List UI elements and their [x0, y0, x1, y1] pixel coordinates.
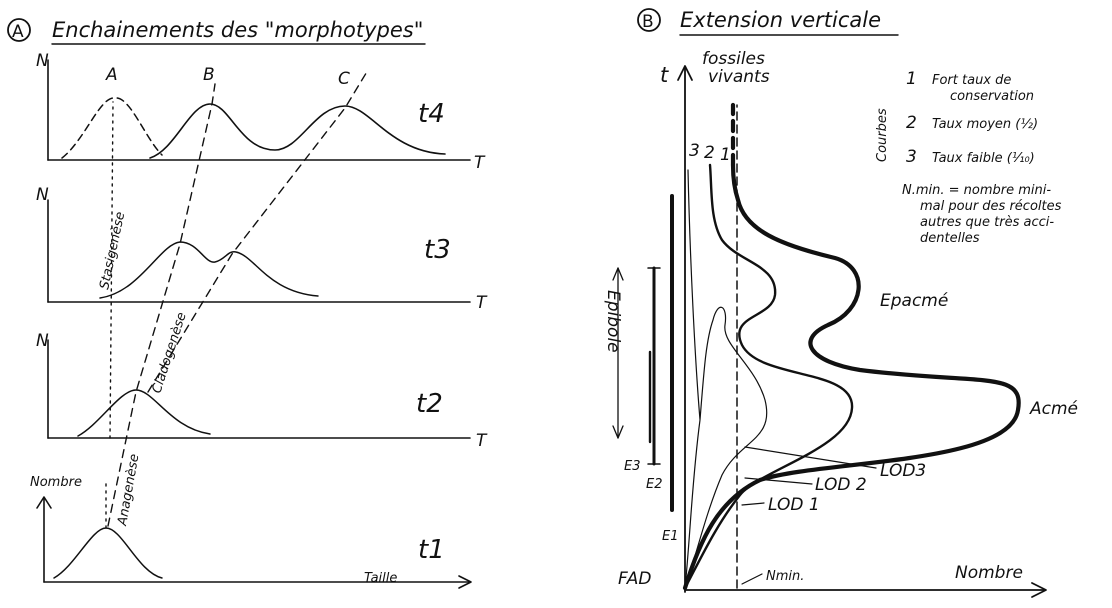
curve-3-low-rate [684, 169, 768, 589]
t4-time-label: t4 [418, 99, 445, 129]
lod2-label: LOD 2 [815, 475, 867, 495]
panel-b-letter: B [642, 12, 654, 32]
legend-item-1-num: 1 [906, 69, 917, 89]
row-t3: N T t3 Stasigenèse [36, 185, 488, 313]
t2-y-label: N [36, 331, 49, 351]
nmin-arrow [741, 573, 763, 585]
legend-item-2-text: Taux moyen (½) [932, 117, 1038, 132]
vivants-label: vivants [708, 67, 770, 87]
b-time-label: t [660, 63, 669, 87]
panel-b-badge [637, 8, 661, 32]
lod3-arrow [744, 446, 877, 469]
panel-a: A Enchainements des "morphotypes" N T t4… [7, 18, 488, 589]
row-t4: N T t4 A B C [36, 51, 486, 173]
nmin-label: Nmin. [766, 569, 804, 584]
nmin-def-line1: N.min. = nombre mini- [902, 183, 1051, 198]
e2-label: E2 [646, 477, 663, 492]
curves-b-c [149, 103, 446, 159]
fad-label: FAD [618, 569, 652, 589]
legend-item-1-line1: Fort taux de [932, 73, 1011, 88]
curve-a-dashed [61, 97, 163, 159]
nmin-def-line2: mal pour des récoltes [920, 199, 1062, 214]
legend-item-2-num: 2 [906, 113, 917, 133]
cladogenesis-c-line [147, 69, 369, 393]
b-time-arrowhead [677, 65, 693, 81]
b-count-arrowhead [1031, 582, 1047, 598]
legend-item-3-num: 3 [906, 147, 917, 167]
lod1-label: LOD 1 [768, 495, 820, 515]
lod3-label: LOD3 [880, 461, 926, 481]
t4-y-label: N [36, 51, 49, 71]
t1-x-arrowhead [458, 575, 472, 589]
range-bar-e2-ticks [647, 267, 661, 465]
t1-y-label: Nombre [30, 475, 82, 490]
legend-item-1-line2: conservation [950, 89, 1034, 104]
nmin-def-line4: dentelles [920, 231, 980, 246]
morphotype-b-label: B [203, 65, 215, 85]
lod1-arrow [741, 502, 765, 506]
curve-3-number: 3 [689, 141, 700, 161]
stasigenese-label: Stasigenèse [97, 210, 128, 290]
legend-courbes-label: Courbes [875, 108, 890, 162]
anagenese-label: Anagenèse [115, 453, 143, 528]
epibole-label: Epibole [603, 290, 623, 353]
curve-1-number: 1 [720, 145, 731, 165]
t1-curve [53, 527, 163, 579]
t1-y-arrowhead [36, 496, 52, 509]
epacme-label: Epacmé [880, 291, 948, 311]
row-t1: Nombre Taille t1 Anagenèse [30, 453, 472, 589]
t3-y-label: N [36, 185, 49, 205]
t4-x-label: T [474, 153, 486, 173]
panel-b-title: Extension verticale [680, 8, 881, 32]
row-t2: N T t2 Cladogenèse [36, 311, 488, 451]
panel-a-title: Enchainements des "morphotypes" [52, 18, 423, 42]
t1-time-label: t1 [418, 535, 445, 565]
curve-1-high-rate [682, 162, 1021, 591]
panel-b: B Extension verticale t Nombre FAD fossi… [603, 8, 1078, 598]
anagenesis-b-line [107, 83, 216, 527]
epibole-span-arrowheads [612, 267, 624, 439]
acme-label: Acmé [1029, 399, 1078, 419]
fossiles-label: fossiles [702, 49, 765, 69]
curve-2-number: 2 [704, 143, 715, 163]
panel-a-badge [7, 18, 31, 42]
t1-x-label: Taille [364, 571, 397, 586]
e1-label: E1 [662, 529, 679, 544]
t3-time-label: t3 [424, 235, 451, 265]
t2-time-label: t2 [416, 389, 443, 419]
panel-a-letter: A [12, 22, 24, 42]
t3-curve [99, 241, 319, 299]
lod2-arrow [744, 477, 813, 485]
cladogenese-label: Cladogenèse [150, 311, 190, 396]
t2-curve [77, 389, 211, 437]
t3-x-label: T [476, 293, 488, 313]
stasigenesis-dotted-line [105, 101, 114, 529]
legend-item-3-text: Taux faible (⅒) [932, 151, 1035, 166]
t2-x-label: T [476, 431, 488, 451]
b-count-label: Nombre [955, 563, 1023, 583]
morphotype-a-label: A [105, 65, 118, 85]
nmin-def-line3: autres que très acci- [920, 215, 1054, 230]
e3-label: E3 [624, 459, 641, 474]
morphotype-c-label: C [338, 69, 350, 89]
